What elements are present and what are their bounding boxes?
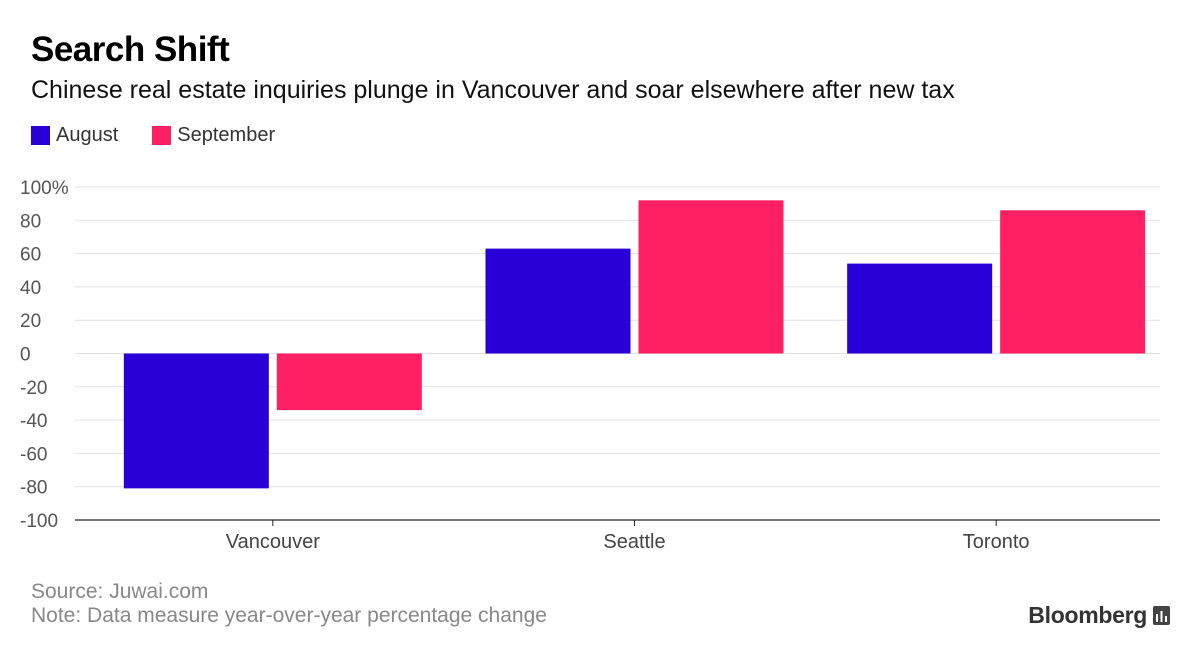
y-tick-label: 60 xyxy=(20,245,41,266)
bloomberg-logo: Bloomberg xyxy=(1028,602,1170,629)
y-tick-label: 100% xyxy=(20,178,69,199)
bar-august-vancouver xyxy=(123,353,269,489)
y-tick-label: -100 xyxy=(20,511,58,532)
bar-august-toronto xyxy=(847,263,993,354)
chart-subtitle: Chinese real estate inquiries plunge in … xyxy=(31,76,955,104)
legend-item-august: August xyxy=(31,124,118,147)
brand-label: Bloomberg xyxy=(1028,602,1147,628)
y-tick-label: -20 xyxy=(20,378,47,399)
y-tick-label: 80 xyxy=(20,211,41,232)
legend-item-september: September xyxy=(152,124,275,147)
y-tick-label: 40 xyxy=(20,278,41,299)
legend: August September xyxy=(31,122,309,148)
y-tick-label: -80 xyxy=(20,478,47,499)
y-tick-label: -60 xyxy=(20,444,47,465)
legend-label-september: September xyxy=(177,123,276,146)
y-tick-label: -40 xyxy=(20,411,47,432)
note-text: Note: Data measure year-over-year percen… xyxy=(31,604,547,627)
bar-september-vancouver xyxy=(276,353,422,411)
bar-september-toronto xyxy=(1000,210,1146,354)
bar-august-seattle xyxy=(485,248,631,354)
x-tick-label: Toronto xyxy=(963,531,1030,553)
source-text: Source: Juwai.com xyxy=(31,580,209,603)
bar-september-seattle xyxy=(638,200,784,354)
x-tick-label: Seattle xyxy=(603,531,665,553)
chart-title: Search Shift xyxy=(31,30,230,69)
legend-label-august: August xyxy=(56,123,119,146)
x-tick-label: Vancouver xyxy=(226,531,320,553)
bloomberg-chart-icon xyxy=(1153,606,1170,625)
legend-swatch-september xyxy=(152,125,172,145)
y-tick-label: 20 xyxy=(20,311,41,332)
y-tick-label: 0 xyxy=(20,345,31,366)
legend-swatch-august xyxy=(31,125,50,145)
